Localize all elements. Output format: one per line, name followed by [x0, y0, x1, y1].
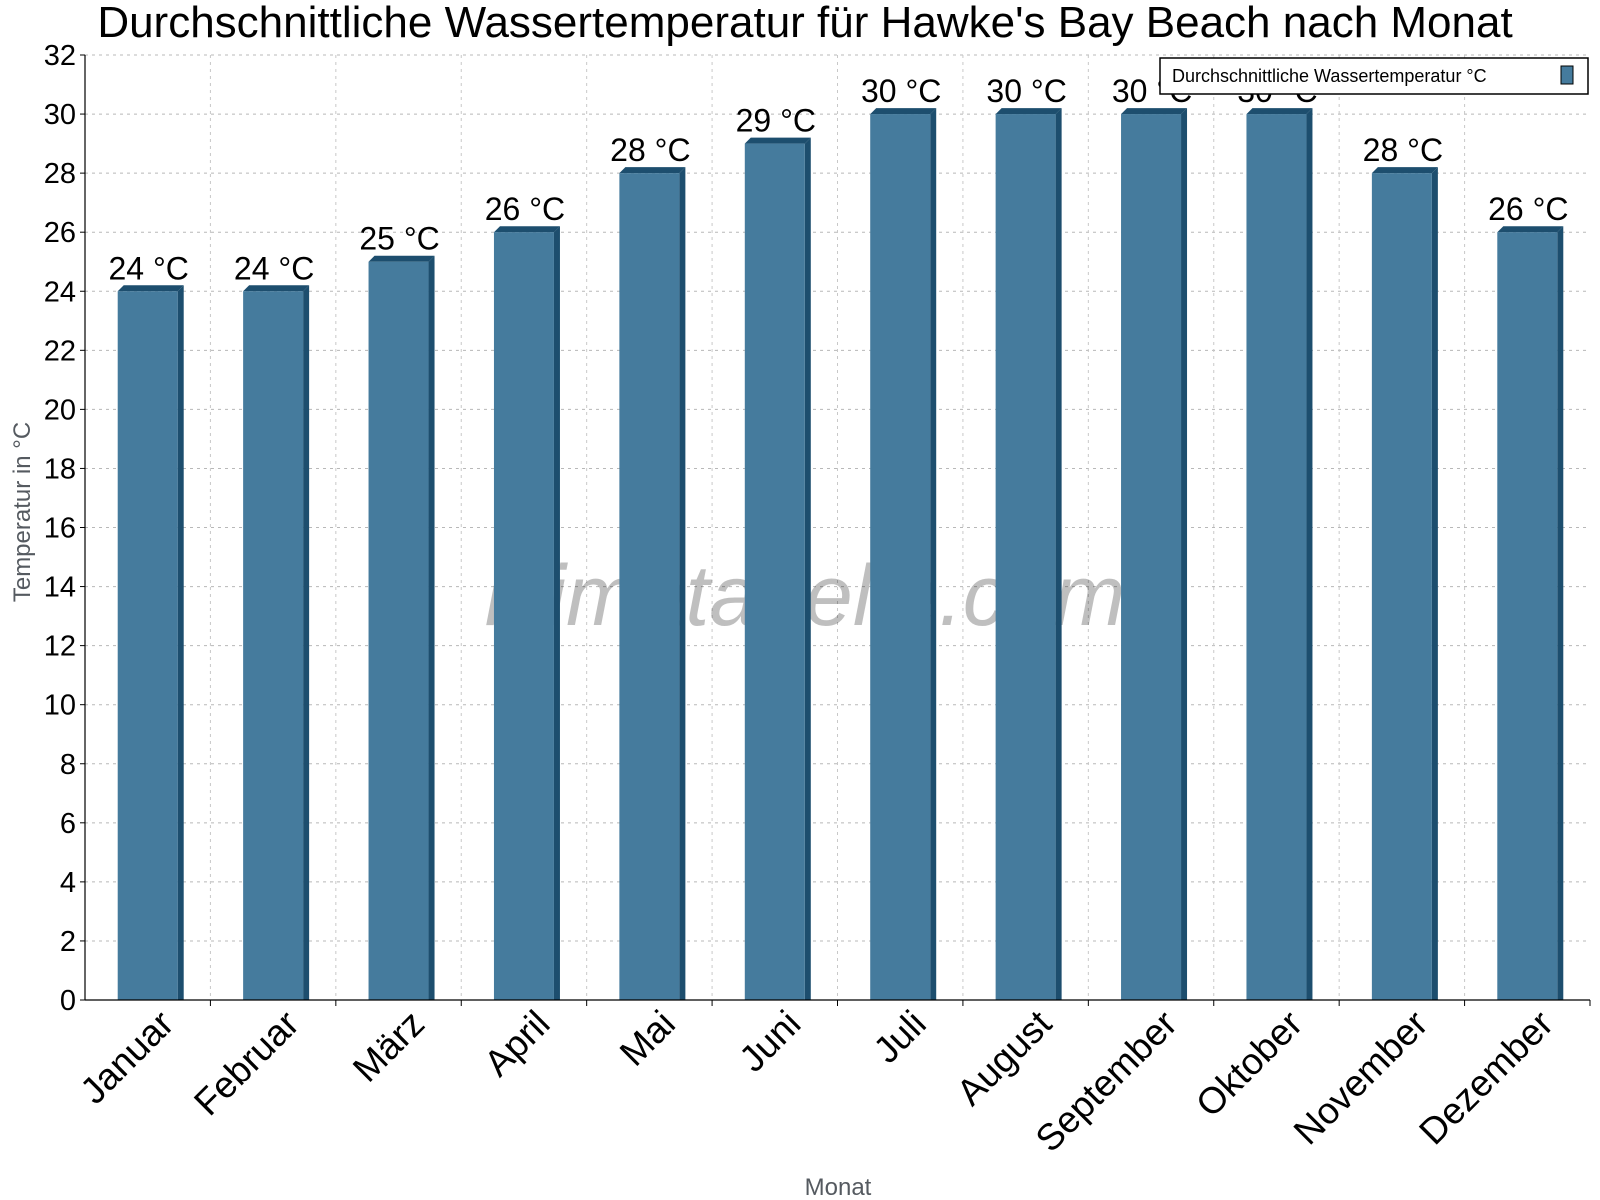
data-label: 25 °C [359, 221, 439, 257]
data-label: 30 °C [986, 73, 1066, 109]
data-label: 24 °C [234, 250, 314, 286]
bar-side [1306, 108, 1313, 1000]
bar [368, 261, 429, 1000]
y-tick-label: 22 [44, 335, 76, 367]
x-axis-title: Monat [805, 1174, 872, 1200]
y-tick-label: 16 [44, 513, 76, 545]
bar-side [804, 137, 811, 1000]
bar-top [1121, 108, 1188, 115]
bar-top [117, 285, 184, 292]
bar-side [553, 226, 560, 1000]
bar [1121, 114, 1182, 1000]
data-label: 26 °C [485, 191, 565, 227]
axes [80, 54, 1591, 1006]
bar [1497, 232, 1558, 1000]
data-label: 24 °C [109, 250, 189, 286]
data-label: 26 °C [1488, 191, 1568, 227]
bar-top [1246, 108, 1313, 115]
bar-side [1055, 108, 1062, 1000]
bar-side [679, 167, 686, 1000]
x-tick-label: November [1286, 1003, 1436, 1153]
bar [1246, 114, 1307, 1000]
x-tick-label: Juni [731, 1003, 808, 1080]
x-tick-label: Mai [612, 1003, 683, 1074]
bar [117, 291, 178, 1000]
x-tick-label: April [476, 1003, 557, 1084]
bar [243, 291, 304, 1000]
bar [870, 114, 931, 1000]
x-tick-label: Juli [866, 1003, 934, 1071]
y-tick-label: 4 [60, 867, 76, 899]
bar [1371, 173, 1432, 1000]
y-tick-label: 8 [60, 749, 76, 781]
bar-side [428, 255, 435, 1000]
bar [995, 114, 1056, 1000]
data-label: 30 °C [861, 73, 941, 109]
bar [744, 143, 805, 1000]
bar-top [368, 255, 435, 262]
legend: Durchschnittliche Wassertemperatur °C [1159, 57, 1589, 95]
grid [85, 54, 1590, 1000]
y-tick-label: 12 [44, 631, 76, 663]
y-tick-label: 10 [44, 690, 76, 722]
bar [493, 232, 554, 1000]
legend-swatch [1560, 65, 1574, 85]
y-tick-label: 2 [60, 926, 76, 958]
y-tick-label: 28 [44, 158, 76, 190]
x-tick-label: Dezember [1411, 1003, 1561, 1153]
x-tick-labels: Januar Februar März April Mai Juni Juli AugustS… [72, 1002, 1561, 1159]
y-tick-label: 6 [60, 808, 76, 840]
bar-side [1181, 108, 1188, 1000]
x-tick-label: März [345, 1003, 432, 1090]
bar-side [303, 285, 310, 1000]
x-tick-label: Oktober [1188, 1003, 1310, 1125]
bar-top [243, 285, 310, 292]
y-tick-label: 0 [60, 985, 76, 1017]
y-tick-label: 14 [44, 572, 76, 604]
bars [117, 108, 1564, 1000]
bar-side [177, 285, 184, 1000]
bar [619, 173, 680, 1000]
bar-side [930, 108, 937, 1000]
y-tick-label: 30 [44, 99, 76, 131]
bar-top [1371, 167, 1438, 174]
x-tick-label: Januar [72, 1003, 181, 1112]
y-axis-title: Temperatur in °C [9, 422, 36, 602]
y-tick-label: 18 [44, 453, 76, 485]
data-label: 29 °C [736, 103, 816, 139]
y-tick-label: 24 [44, 276, 76, 308]
bar-top [1497, 226, 1564, 233]
bar-top [870, 108, 937, 115]
y-tick-label: 26 [44, 217, 76, 249]
legend-box [1159, 57, 1589, 95]
bar-top [995, 108, 1062, 115]
y-tick-label: 20 [44, 394, 76, 426]
bar-top [619, 167, 686, 174]
x-tick-label: August [949, 1002, 1060, 1113]
legend-entry: Durchschnittliche Wassertemperatur °C [1172, 66, 1487, 86]
bar-top [744, 137, 811, 144]
chart-title: Durchschnittliche Wassertemperatur für H… [97, 0, 1512, 47]
x-tick-label: Februar [186, 1003, 307, 1124]
data-label: 28 °C [610, 132, 690, 168]
bar-side [1557, 226, 1564, 1000]
bar-top [493, 226, 560, 233]
data-labels: 24 °C 24 °C 25 °C 26 °C 28 °C 29 °C 30 °C 30 °C… [109, 73, 1569, 286]
data-label: 28 °C [1363, 132, 1443, 168]
bar-side [1431, 167, 1438, 1000]
y-tick-label: 32 [44, 40, 76, 72]
